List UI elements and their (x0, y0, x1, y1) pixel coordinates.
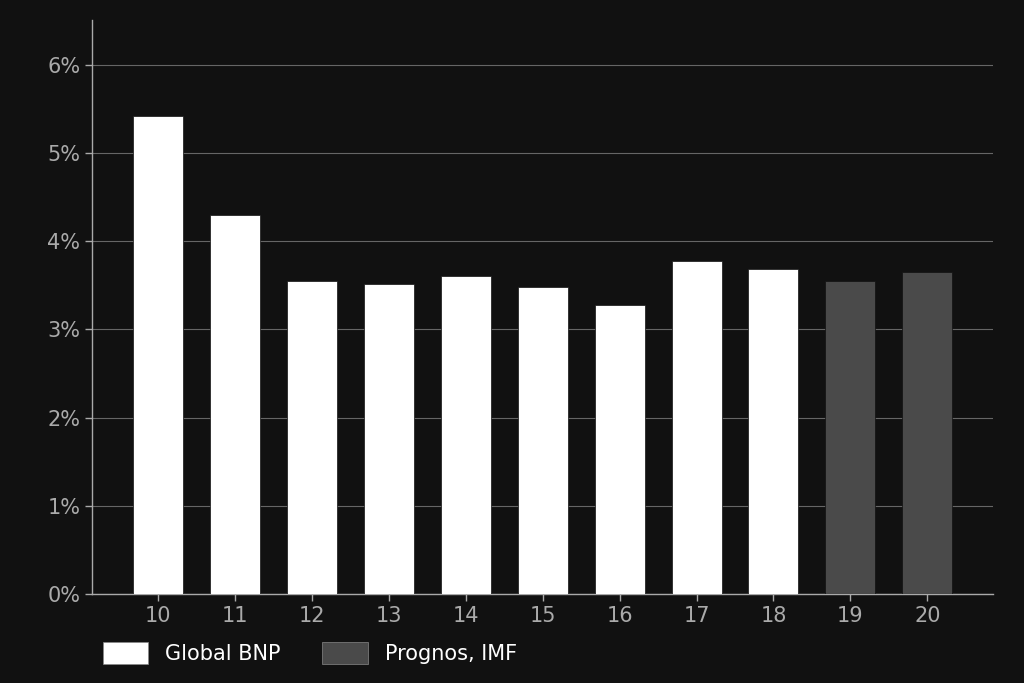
Bar (518, 287, 567, 594)
Bar (210, 214, 260, 594)
Bar (672, 261, 722, 594)
Bar (364, 283, 414, 594)
Legend: Global BNP, Prognos, IMF: Global BNP, Prognos, IMF (102, 643, 517, 664)
Bar (440, 277, 490, 594)
Bar (133, 116, 183, 594)
Bar (595, 305, 645, 594)
Bar (749, 269, 799, 594)
Bar (287, 281, 337, 594)
Bar (825, 281, 876, 594)
Bar (902, 272, 952, 594)
